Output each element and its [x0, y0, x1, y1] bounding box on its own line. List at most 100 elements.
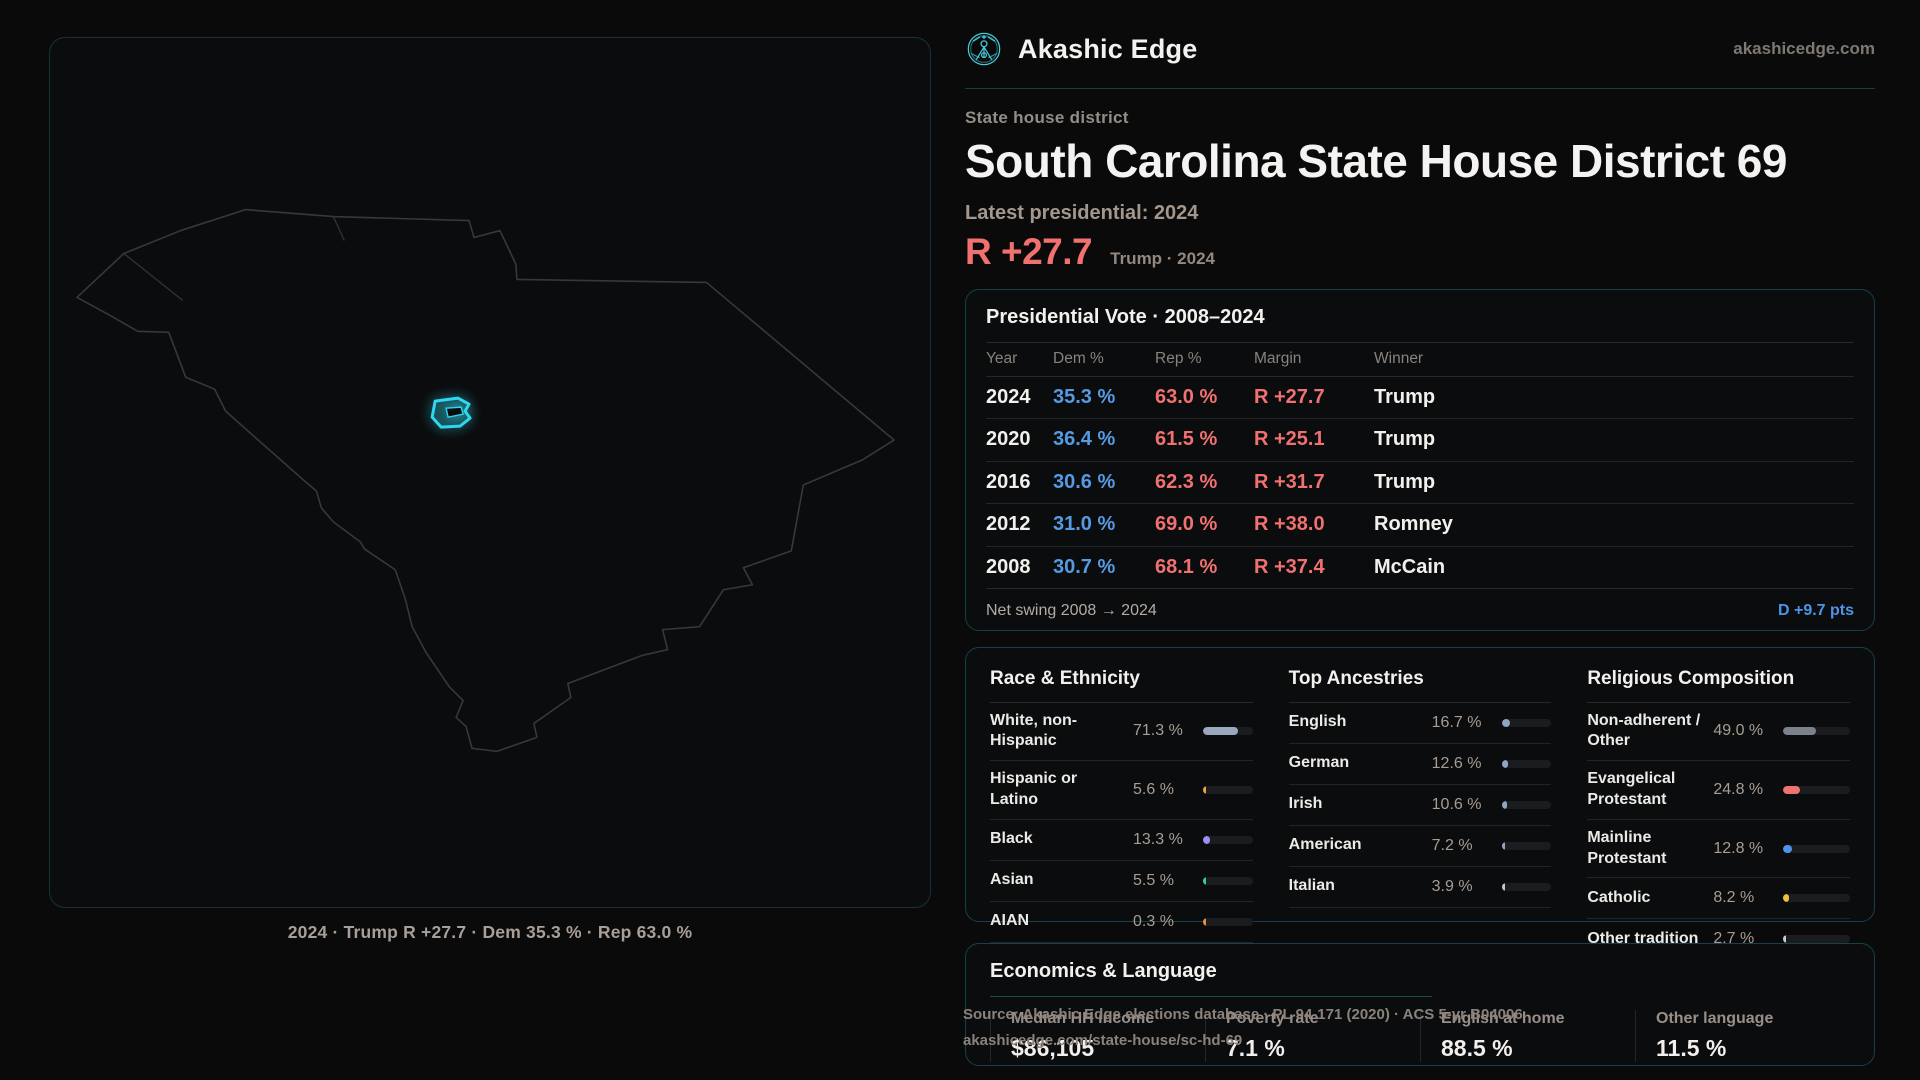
demographics-section-title: Religious Composition	[1587, 668, 1850, 703]
stat-label: Mainline Protestant	[1587, 828, 1667, 867]
stat-bar-track	[1783, 935, 1850, 944]
site-header: Akashic Edge akashicedge.com	[965, 20, 1875, 78]
stat-value: 7.2 %	[1431, 836, 1473, 854]
stat-value: 49.0 %	[1713, 722, 1764, 740]
content-column: Akashic Edge akashicedge.com State house…	[963, 0, 1875, 1066]
cell-dem-pct: 30.7 %	[1053, 555, 1116, 578]
stat-value: 12.8 %	[1713, 839, 1764, 857]
stat-value: 5.5 %	[1133, 871, 1174, 889]
demographics-section: Top Ancestries English 16.7 % German 12.…	[1288, 668, 1552, 961]
economics-stat: English at home 88.5 %	[1420, 1009, 1635, 1062]
col-margin: Margin	[1254, 350, 1302, 368]
cell-winner: Romney	[1374, 513, 1453, 536]
economics-stat-value: 7.1 %	[1226, 1034, 1285, 1061]
headline-margin: R +27.7 Trump · 2024	[965, 231, 1875, 273]
brand-domain-link[interactable]: akashicedge.com	[1733, 39, 1875, 58]
stat-bar-track	[1783, 894, 1850, 903]
stat-row: Non-adherent / Other 49.0 %	[1587, 703, 1850, 762]
stat-bar-fill	[1203, 835, 1210, 844]
cell-rep-pct: 61.5 %	[1155, 428, 1218, 451]
stat-bar-track	[1783, 844, 1850, 853]
demographics-rows: English 16.7 % German 12.6 % Irish 10.6 …	[1288, 703, 1552, 908]
economics-stat-label: Median HH income	[1011, 1009, 1155, 1027]
cell-year: 2024	[986, 385, 1031, 408]
cell-year: 2020	[986, 428, 1031, 451]
stat-value: 8.2 %	[1713, 889, 1755, 907]
cell-margin: R +25.1	[1254, 428, 1325, 451]
cell-rep-pct: 62.3 %	[1155, 470, 1218, 493]
stat-bar-track	[1501, 759, 1552, 768]
economics-stat: Median HH income $86,105	[990, 1009, 1205, 1062]
vote-table-row: 2012 31.0 % 69.0 % R +38.0 Romney	[986, 504, 1854, 547]
demographics-section: Race & Ethnicity White, non-Hispanic 71.…	[990, 668, 1253, 961]
net-swing-label: Net swing 2008 → 2024	[986, 602, 1157, 620]
stat-bar-fill	[1501, 882, 1505, 891]
stat-label: Asian	[990, 871, 1034, 889]
stat-row: Hispanic or Latino 5.6 %	[990, 761, 1253, 820]
economics-panel: Economics & Language Median HH income $8…	[965, 942, 1875, 1066]
economics-stat: Poverty rate 7.1 %	[1205, 1009, 1420, 1062]
district-69-highlight[interactable]	[430, 396, 472, 429]
akashic-edge-logo-icon[interactable]	[965, 30, 1003, 68]
stat-bar-fill	[1203, 727, 1239, 736]
header-divider	[965, 88, 1875, 89]
stat-bar-track	[1501, 718, 1552, 727]
stat-bar-track	[1783, 785, 1850, 794]
map-caption: 2024 · Trump R +27.7 · Dem 35.3 % · Rep …	[287, 922, 693, 942]
vote-table-body: 2024 35.3 % 63.0 % R +27.7 Trump 2020 36…	[986, 377, 1854, 589]
stat-value: 71.3 %	[1133, 722, 1183, 740]
cell-margin: R +31.7	[1254, 470, 1325, 493]
stat-label: Hispanic or Latino	[990, 770, 1078, 808]
vote-table-row: 2020 36.4 % 61.5 % R +25.1 Trump	[986, 419, 1854, 462]
stat-bar-fill	[1203, 917, 1206, 926]
stat-label: AIAN	[990, 912, 1030, 930]
economics-stat: Other language 11.5 %	[1635, 1009, 1850, 1062]
cell-rep-pct: 63.0 %	[1155, 385, 1218, 408]
stat-label: Evangelical Protestant	[1587, 770, 1676, 808]
source-note: Source: Akashic Edge elections database …	[963, 1002, 1523, 1054]
stat-row: English 16.7 %	[1288, 703, 1552, 744]
source-url[interactable]: akashicedge.com/state-house/sc-hd-69	[963, 1032, 1243, 1050]
latest-presidential-label: Latest presidential: 2024	[965, 201, 1199, 224]
stat-value: 16.7 %	[1431, 713, 1482, 731]
stat-row: Asian 5.5 %	[990, 861, 1253, 902]
source-line: Source: Akashic Edge elections database …	[963, 1006, 1523, 1023]
stat-row: Italian 3.9 %	[1288, 867, 1552, 908]
cell-dem-pct: 30.6 %	[1053, 470, 1116, 493]
stat-bar-fill	[1501, 759, 1508, 768]
stat-label: White, non-Hispanic	[990, 711, 1078, 750]
stat-value: 24.8 %	[1713, 780, 1764, 798]
demographics-section-title: Top Ancestries	[1288, 668, 1552, 703]
stat-label: German	[1288, 754, 1350, 772]
stat-bar-track	[1203, 876, 1253, 885]
brand-name: Akashic Edge	[1018, 33, 1198, 64]
state-map-panel[interactable]	[49, 37, 931, 908]
economics-stat-value: $86,105	[1011, 1034, 1095, 1061]
stat-value: 0.3 %	[1133, 912, 1174, 930]
demographics-section: Religious Composition Non-adherent / Oth…	[1587, 668, 1850, 961]
demographics-panel: Race & Ethnicity White, non-Hispanic 71.…	[965, 646, 1875, 961]
margin-note: Trump · 2024	[1110, 248, 1215, 268]
stat-bar-fill	[1783, 935, 1787, 944]
economics-stat-value: 88.5 %	[1441, 1034, 1513, 1061]
cell-winner: Trump	[1374, 385, 1436, 408]
stat-bar-track	[1501, 841, 1552, 850]
economics-stat-label: English at home	[1441, 1009, 1565, 1027]
cell-margin: R +37.4	[1254, 555, 1325, 578]
demographics-rows: Non-adherent / Other 49.0 % Evangelical …	[1587, 703, 1850, 961]
stat-value: 10.6 %	[1431, 795, 1482, 813]
stat-value: 12.6 %	[1431, 754, 1482, 772]
stat-row: Black 13.3 %	[990, 820, 1253, 861]
stat-row: Catholic 8.2 %	[1587, 878, 1850, 920]
stat-bar-fill	[1783, 727, 1816, 736]
economics-panel-title: Economics & Language	[990, 959, 1217, 982]
stat-bar-track	[1203, 835, 1253, 844]
cell-winner: Trump	[1374, 470, 1436, 493]
vote-table-row: 2008 30.7 % 68.1 % R +37.4 McCain	[986, 547, 1854, 589]
cell-dem-pct: 36.4 %	[1053, 428, 1116, 451]
cell-dem-pct: 31.0 %	[1053, 513, 1116, 536]
stat-bar-fill	[1501, 718, 1510, 727]
stat-bar-track	[1501, 800, 1552, 809]
net-swing-row: Net swing 2008 → 2024 D +9.7 pts	[986, 588, 1854, 633]
